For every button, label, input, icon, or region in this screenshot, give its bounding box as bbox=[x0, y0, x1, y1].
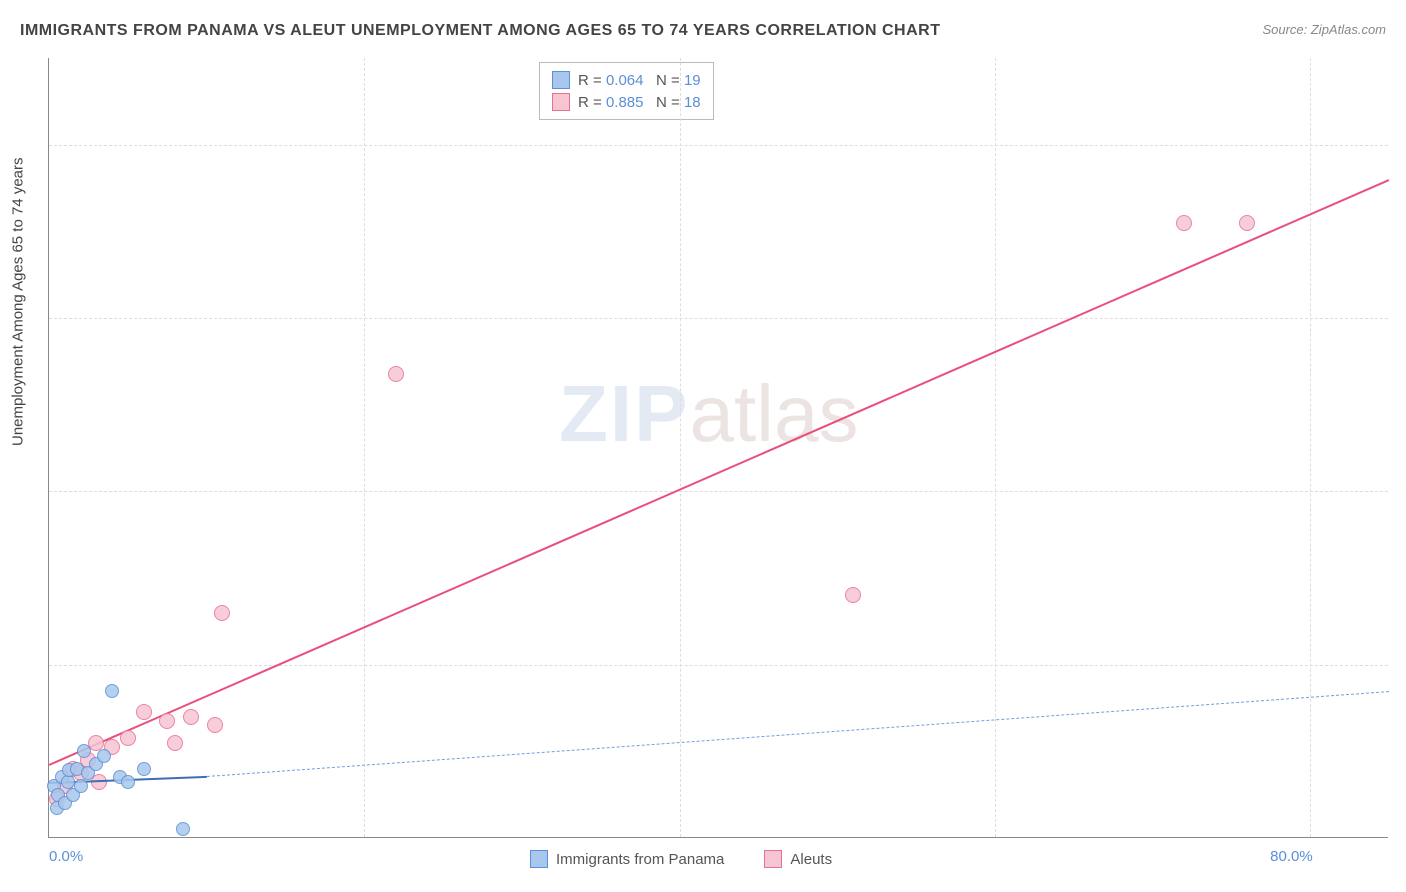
gridline-vertical bbox=[364, 58, 365, 837]
watermark-atlas: atlas bbox=[689, 369, 858, 458]
data-point bbox=[214, 605, 230, 621]
legend-swatch bbox=[764, 850, 782, 868]
data-point bbox=[97, 749, 111, 763]
data-point bbox=[121, 775, 135, 789]
data-point bbox=[120, 730, 136, 746]
trend-line bbox=[49, 179, 1390, 766]
data-point bbox=[167, 735, 183, 751]
data-point bbox=[74, 779, 88, 793]
x-tick-label: 0.0% bbox=[49, 848, 83, 865]
legend-swatch bbox=[552, 71, 570, 89]
x-tick-label: 80.0% bbox=[1270, 848, 1313, 865]
legend-item: Aleuts bbox=[764, 850, 832, 868]
data-point bbox=[77, 744, 91, 758]
legend-item: Immigrants from Panama bbox=[530, 850, 724, 868]
gridline-vertical bbox=[1310, 58, 1311, 837]
data-point bbox=[176, 822, 190, 836]
data-point bbox=[137, 762, 151, 776]
legend-correlation: R = 0.064 N = 19 R = 0.885 N = 18 bbox=[539, 62, 714, 120]
chart-title: IMMIGRANTS FROM PANAMA VS ALEUT UNEMPLOY… bbox=[20, 22, 940, 40]
legend-row: R = 0.885 N = 18 bbox=[552, 91, 701, 113]
source-label: Source: ZipAtlas.com bbox=[1262, 22, 1386, 37]
gridline-horizontal bbox=[49, 145, 1388, 146]
data-point bbox=[159, 713, 175, 729]
legend-swatch bbox=[552, 93, 570, 111]
legend-stat: R = 0.885 N = 18 bbox=[578, 94, 701, 111]
data-point bbox=[105, 684, 119, 698]
gridline-vertical bbox=[680, 58, 681, 837]
legend-series: Immigrants from Panama Aleuts bbox=[530, 850, 832, 868]
legend-label: Immigrants from Panama bbox=[556, 851, 724, 868]
correlation-chart: IMMIGRANTS FROM PANAMA VS ALEUT UNEMPLOY… bbox=[0, 0, 1406, 892]
gridline-horizontal bbox=[49, 318, 1388, 319]
gridline-horizontal bbox=[49, 665, 1388, 666]
data-point bbox=[388, 366, 404, 382]
plot-area: ZIPatlas R = 0.064 N = 19 R = 0.885 N = 1… bbox=[48, 58, 1388, 838]
gridline-horizontal bbox=[49, 491, 1388, 492]
watermark: ZIPatlas bbox=[559, 368, 858, 460]
legend-stat: R = 0.064 N = 19 bbox=[578, 72, 701, 89]
y-axis-label: Unemployment Among Ages 65 to 74 years bbox=[10, 157, 27, 446]
data-point bbox=[1176, 215, 1192, 231]
legend-swatch bbox=[530, 850, 548, 868]
trend-line bbox=[207, 691, 1389, 777]
data-point bbox=[136, 704, 152, 720]
data-point bbox=[845, 587, 861, 603]
watermark-zip: ZIP bbox=[559, 369, 689, 458]
legend-row: R = 0.064 N = 19 bbox=[552, 69, 701, 91]
legend-label: Aleuts bbox=[790, 851, 832, 868]
data-point bbox=[1239, 215, 1255, 231]
data-point bbox=[183, 709, 199, 725]
data-point bbox=[207, 717, 223, 733]
